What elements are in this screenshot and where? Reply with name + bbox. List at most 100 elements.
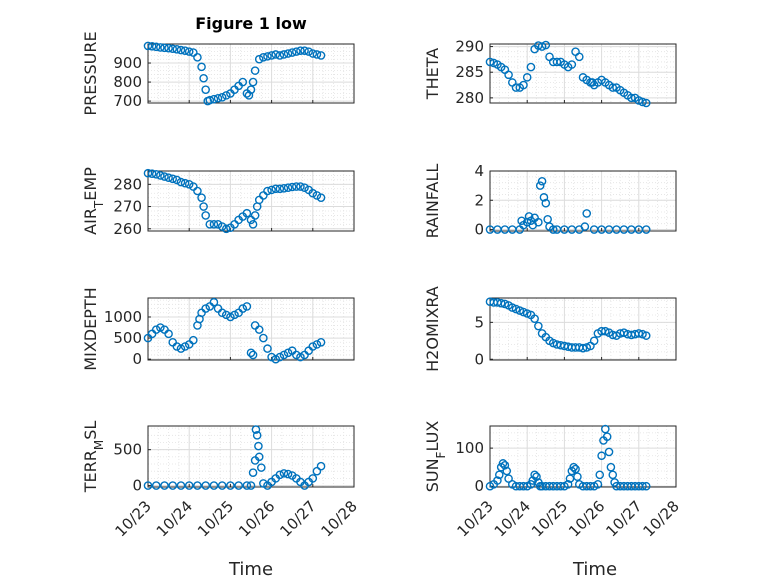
data-point <box>641 225 651 234</box>
data-point <box>312 50 322 59</box>
data-point <box>168 481 178 490</box>
data-point <box>271 184 281 194</box>
data-point <box>168 44 178 54</box>
data-point <box>151 481 161 490</box>
data-point <box>184 180 194 189</box>
data-point <box>180 46 190 55</box>
data-point <box>641 98 651 108</box>
data-point <box>147 169 157 178</box>
data-point <box>316 337 326 347</box>
data-point <box>172 342 182 351</box>
data-point <box>184 481 194 490</box>
data-point <box>608 83 618 92</box>
data-point <box>180 342 190 351</box>
data-point <box>230 310 239 320</box>
data-point <box>248 350 258 360</box>
data-point <box>151 42 161 52</box>
data-point <box>263 52 272 61</box>
y-tick-label: 260 <box>113 220 142 238</box>
data-point <box>246 85 256 94</box>
data-point <box>541 198 551 208</box>
data-point <box>578 343 588 353</box>
data-point <box>259 333 268 343</box>
y-tick-label: 285 <box>455 63 484 81</box>
x-tick-label: 10/24 <box>153 497 196 540</box>
y-axis-label: RAINFALL <box>423 164 442 239</box>
x-tick-label: 10/23 <box>112 497 155 540</box>
data-point <box>638 481 647 491</box>
data-point <box>279 350 289 360</box>
data-point <box>172 45 182 54</box>
data-point <box>275 51 285 60</box>
y-tick-label: 290 <box>455 38 484 56</box>
data-point <box>263 186 272 196</box>
data-point <box>500 460 510 470</box>
data-point <box>304 47 313 56</box>
data-point <box>593 480 603 489</box>
data-point <box>248 77 258 87</box>
y-tick-label: 0 <box>474 221 484 239</box>
data-point <box>234 481 243 490</box>
y-axis-label: AIRTEMP <box>81 167 106 235</box>
y-tick-label: 5 <box>474 313 484 331</box>
y-axis-label: H2OMIXRA <box>423 286 442 372</box>
data-point <box>300 46 309 55</box>
data-point <box>217 92 227 102</box>
data-point <box>199 73 208 83</box>
data-point <box>252 431 262 440</box>
data-point <box>221 91 231 100</box>
data-point <box>263 344 272 353</box>
data-point <box>582 209 592 218</box>
data-point <box>226 312 235 322</box>
data-point <box>494 470 504 480</box>
data-point <box>275 470 285 480</box>
y-tick-label: 0 <box>132 350 142 368</box>
data-point <box>201 304 210 313</box>
y-axis-label: SUNFLUX <box>423 421 448 493</box>
panel-theta: 280 285 290 THETA <box>423 38 677 108</box>
data-point <box>209 297 219 307</box>
x-axis-label-left: Time <box>228 559 273 580</box>
y-tick-label: 900 <box>113 54 142 72</box>
data-point <box>502 466 512 476</box>
x-tick-label: 10/26 <box>565 497 608 540</box>
data-point <box>292 350 301 360</box>
data-point <box>541 40 551 50</box>
data-point <box>180 178 190 188</box>
data-point <box>563 480 573 489</box>
data-point <box>201 211 210 220</box>
data-point <box>283 49 293 58</box>
data-point <box>172 175 182 185</box>
data-point <box>534 217 543 227</box>
data-point <box>279 184 289 193</box>
y-axis-label: TERRMSL <box>81 421 106 494</box>
x-tick-label: 10/25 <box>194 497 237 540</box>
data-point <box>197 62 206 72</box>
data-point <box>552 57 562 67</box>
data-point <box>638 97 647 107</box>
data-point <box>160 172 169 181</box>
data-point <box>485 57 495 67</box>
panel-h2omixra: 0 5 H2OMIXRA <box>423 286 677 372</box>
y-tick-label: 500 <box>113 329 142 347</box>
data-point <box>283 348 293 358</box>
y-tick-label: 4 <box>474 162 484 180</box>
data-point <box>283 469 293 479</box>
data-point <box>283 183 293 192</box>
y-tick-label: 0 <box>474 477 484 495</box>
data-point <box>279 469 289 478</box>
data-point <box>296 182 305 191</box>
y-tick-label: 100 <box>455 439 484 457</box>
data-point <box>312 191 322 200</box>
data-point <box>164 43 173 53</box>
data-point <box>496 298 506 308</box>
data-point <box>267 51 276 60</box>
data-point <box>275 184 285 194</box>
y-axis-label: PRESSURE <box>81 31 100 115</box>
x-tick-label: 10/24 <box>491 497 534 540</box>
data-point <box>164 173 173 182</box>
y-tick-label: 270 <box>113 198 142 216</box>
